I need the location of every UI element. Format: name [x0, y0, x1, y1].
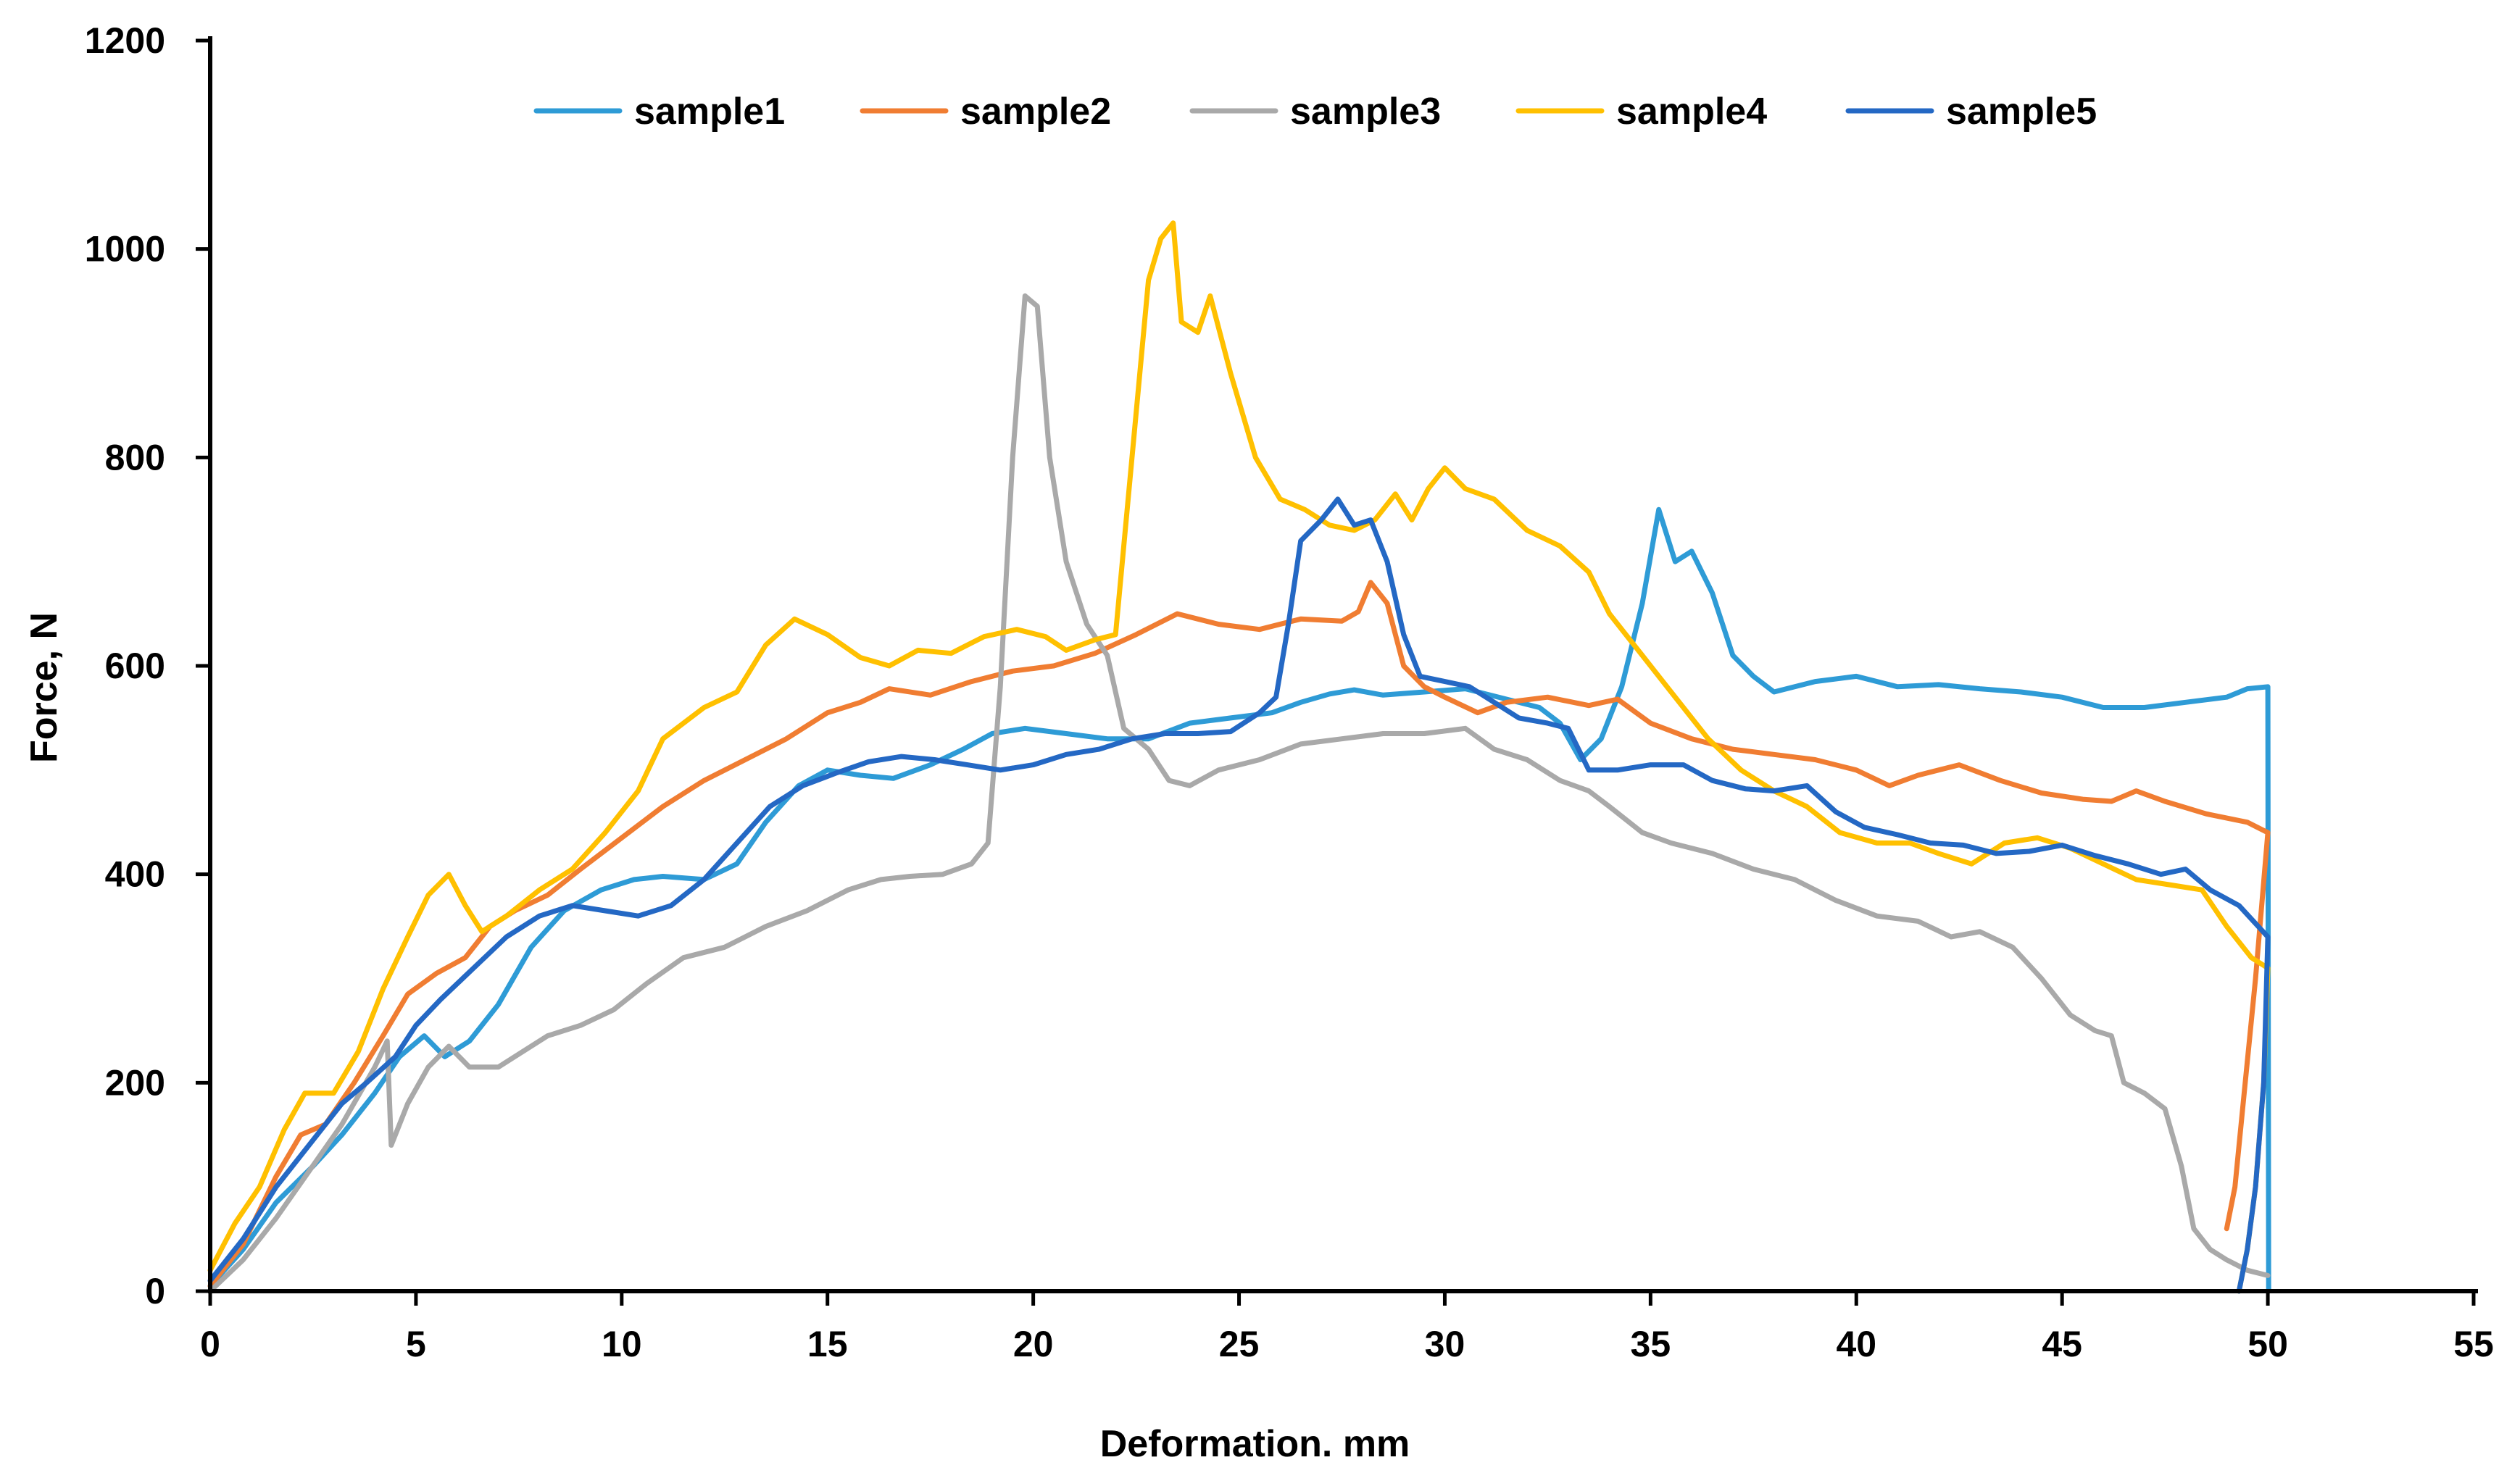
x-tick-label: 10: [602, 1324, 642, 1364]
y-tick-label: 400: [105, 854, 165, 895]
series-layer: [207, 220, 2271, 1294]
x-tick-label: 0: [200, 1324, 220, 1364]
y-tick-label: 0: [145, 1271, 165, 1311]
x-tick-label: 55: [2453, 1324, 2494, 1364]
axes-layer: 0 5 10 15 20 25 30 35 40 45 50 55 0 200 400 600 800 1000 1…: [85, 20, 2494, 1364]
x-tick-label: 20: [1013, 1324, 1054, 1364]
x-tick-label: 30: [1425, 1324, 1465, 1364]
y-tick-label: 1000: [85, 229, 165, 270]
x-tick-label: 40: [1836, 1324, 1876, 1364]
chart-legend: sample1 sample2 sample3 sample4 sample5: [533, 91, 2097, 133]
x-tick-label: 35: [1631, 1324, 1671, 1364]
y-tick-label: 800: [105, 437, 165, 477]
series-line-sample4: [207, 220, 2271, 1294]
y-tick-label: 200: [105, 1062, 165, 1103]
x-tick-label: 5: [406, 1324, 426, 1364]
y-tick-label: 600: [105, 646, 165, 686]
x-tick-label: 15: [807, 1324, 848, 1364]
legend-label-sample2: sample2: [960, 91, 1111, 133]
legend-label-sample4: sample4: [1616, 91, 1767, 133]
legend-label-sample1: sample1: [634, 91, 785, 133]
y-tick-label: 1200: [85, 20, 165, 61]
x-tick-label: 25: [1219, 1324, 1260, 1364]
x-axis-title: Deformation. mm: [1100, 1423, 1410, 1465]
y-axis-title: Force, N: [23, 612, 65, 763]
x-tick-label: 45: [2042, 1324, 2082, 1364]
series-line-sample3: [207, 293, 2271, 1294]
legend-label-sample3: sample3: [1290, 91, 1441, 133]
legend-label-sample5: sample5: [1946, 91, 2097, 133]
series-line-sample1: [207, 506, 2271, 1294]
series-line-sample5: [207, 496, 2271, 1294]
x-tick-label: 50: [2247, 1324, 2288, 1364]
